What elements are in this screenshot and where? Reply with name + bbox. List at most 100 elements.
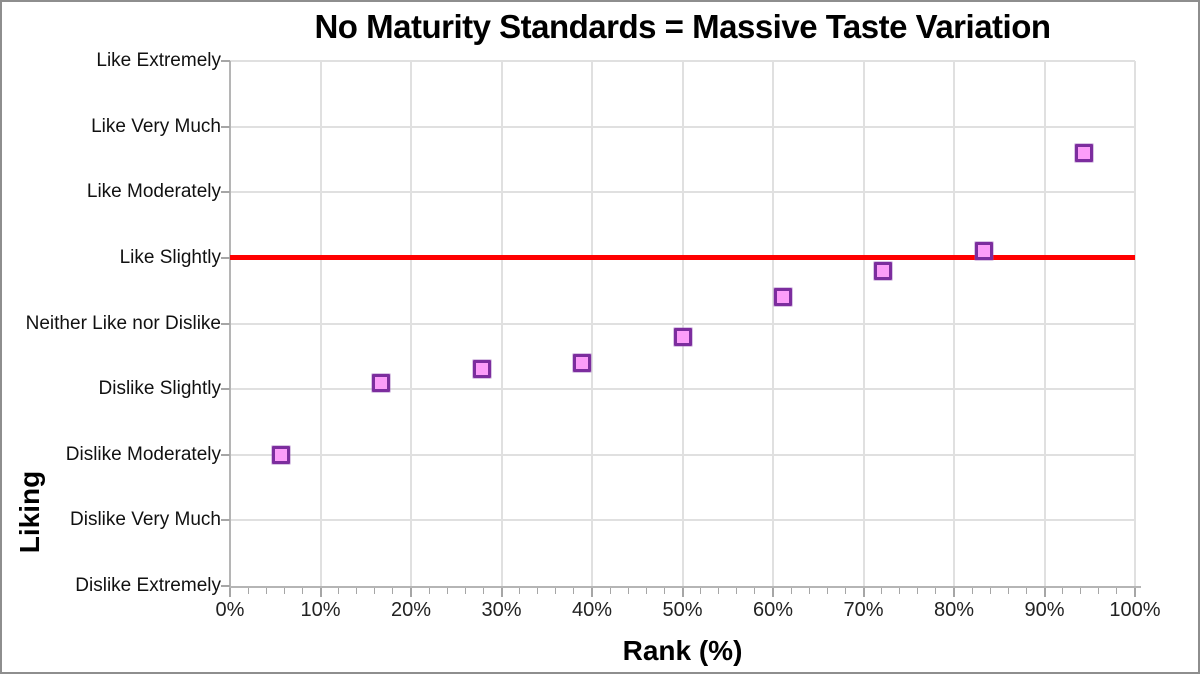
x-minor-tick-mark bbox=[537, 588, 539, 594]
y-tick-mark bbox=[221, 60, 230, 62]
x-major-tick-mark bbox=[862, 588, 865, 597]
x-tick-label: 40% bbox=[571, 599, 613, 621]
x-minor-tick-mark bbox=[971, 588, 973, 594]
vertical-gridline bbox=[772, 61, 774, 586]
x-minor-tick-mark bbox=[917, 588, 919, 594]
x-axis-line bbox=[230, 586, 1141, 588]
y-axis-line bbox=[229, 61, 231, 588]
y-tick-mark bbox=[221, 585, 230, 587]
x-minor-tick-mark bbox=[428, 588, 430, 594]
data-point-marker bbox=[974, 242, 993, 261]
y-tick-mark bbox=[221, 125, 230, 128]
x-minor-tick-mark bbox=[392, 588, 394, 594]
x-tick-label: 70% bbox=[843, 599, 884, 621]
x-tick-label: 60% bbox=[752, 599, 794, 621]
y-tick-label: Like Slightly bbox=[119, 246, 221, 268]
y-tick-label: Dislike Extremely bbox=[75, 575, 221, 596]
x-minor-tick-mark bbox=[881, 588, 883, 594]
x-minor-tick-mark bbox=[1116, 588, 1118, 594]
x-minor-tick-mark bbox=[301, 588, 303, 594]
x-minor-tick-mark bbox=[356, 588, 358, 594]
y-tick-mark bbox=[221, 322, 230, 325]
data-point-marker bbox=[773, 288, 792, 307]
vertical-gridline bbox=[410, 61, 412, 586]
y-tick-label: Neither Like nor Dislike bbox=[25, 312, 221, 334]
vertical-gridline bbox=[1134, 61, 1136, 586]
x-minor-tick-mark bbox=[555, 588, 557, 594]
x-major-tick-mark bbox=[1043, 588, 1046, 597]
x-minor-tick-mark bbox=[247, 588, 249, 594]
x-major-tick-mark bbox=[681, 588, 684, 597]
vertical-gridline bbox=[1043, 61, 1046, 586]
x-tick-label: 90% bbox=[1024, 599, 1065, 621]
x-major-tick-mark bbox=[1134, 588, 1136, 597]
vertical-gridline bbox=[591, 61, 593, 586]
y-tick-label: Like Moderately bbox=[86, 181, 221, 203]
data-point-marker bbox=[372, 373, 391, 392]
data-point-marker bbox=[673, 327, 692, 346]
vertical-gridline bbox=[681, 61, 684, 586]
x-major-tick-mark bbox=[591, 588, 593, 597]
x-minor-tick-mark bbox=[663, 588, 665, 594]
x-tick-label: 30% bbox=[481, 599, 522, 621]
reference-line bbox=[230, 255, 1135, 261]
x-minor-tick-mark bbox=[736, 588, 738, 594]
x-tick-label: 0% bbox=[215, 599, 245, 621]
x-minor-tick-mark bbox=[1025, 588, 1027, 594]
x-minor-tick-mark bbox=[573, 588, 575, 594]
y-tick-mark bbox=[221, 388, 230, 391]
x-minor-tick-mark bbox=[899, 588, 901, 594]
x-minor-tick-mark bbox=[826, 588, 828, 594]
data-point-marker bbox=[271, 445, 290, 464]
x-tick-label: 100% bbox=[1109, 599, 1161, 621]
x-tick-label: 10% bbox=[300, 599, 341, 621]
x-minor-tick-mark bbox=[844, 588, 846, 594]
vertical-gridline bbox=[862, 61, 865, 586]
x-minor-tick-mark bbox=[609, 588, 611, 594]
x-minor-tick-mark bbox=[790, 588, 792, 594]
x-minor-tick-mark bbox=[446, 588, 448, 594]
x-tick-label: 20% bbox=[390, 599, 432, 621]
x-minor-tick-mark bbox=[700, 588, 702, 594]
x-tick-label: 80% bbox=[933, 599, 975, 621]
x-minor-tick-mark bbox=[519, 588, 521, 594]
x-minor-tick-mark bbox=[464, 588, 466, 594]
chart-title: No Maturity Standards = Massive Taste Va… bbox=[314, 8, 1051, 45]
x-major-tick-mark bbox=[319, 588, 322, 597]
x-minor-tick-mark bbox=[808, 588, 810, 594]
y-tick-mark bbox=[221, 256, 230, 259]
x-minor-tick-mark bbox=[1062, 588, 1064, 594]
y-tick-mark bbox=[221, 191, 230, 194]
x-minor-tick-mark bbox=[482, 588, 484, 594]
x-minor-tick-mark bbox=[283, 588, 285, 594]
x-tick-label: 50% bbox=[662, 599, 703, 621]
y-tick-label: Like Extremely bbox=[96, 50, 221, 71]
data-point-marker bbox=[472, 360, 491, 379]
x-axis-title: Rank (%) bbox=[622, 635, 743, 666]
x-minor-tick-mark bbox=[989, 588, 991, 594]
data-point-marker bbox=[573, 353, 592, 372]
x-minor-tick-mark bbox=[1007, 588, 1009, 594]
vertical-gridline bbox=[319, 61, 322, 586]
x-minor-tick-mark bbox=[374, 588, 376, 594]
x-minor-tick-mark bbox=[754, 588, 756, 594]
x-major-tick-mark bbox=[953, 588, 955, 597]
x-major-tick-mark bbox=[500, 588, 503, 597]
vertical-gridline bbox=[953, 61, 955, 586]
y-tick-mark bbox=[221, 453, 230, 456]
x-minor-tick-mark bbox=[627, 588, 629, 594]
x-major-tick-mark bbox=[772, 588, 774, 597]
x-minor-tick-mark bbox=[718, 588, 720, 594]
y-tick-label: Dislike Slightly bbox=[98, 378, 221, 400]
vertical-gridline bbox=[500, 61, 503, 586]
x-minor-tick-mark bbox=[645, 588, 647, 594]
x-minor-tick-mark bbox=[1080, 588, 1082, 594]
x-minor-tick-mark bbox=[935, 588, 937, 594]
y-tick-label: Dislike Moderately bbox=[65, 443, 221, 465]
x-minor-tick-mark bbox=[265, 588, 267, 594]
data-point-marker bbox=[874, 262, 893, 280]
x-minor-tick-mark bbox=[1098, 588, 1100, 594]
data-point-marker bbox=[1075, 143, 1094, 162]
y-tick-mark bbox=[221, 519, 230, 522]
